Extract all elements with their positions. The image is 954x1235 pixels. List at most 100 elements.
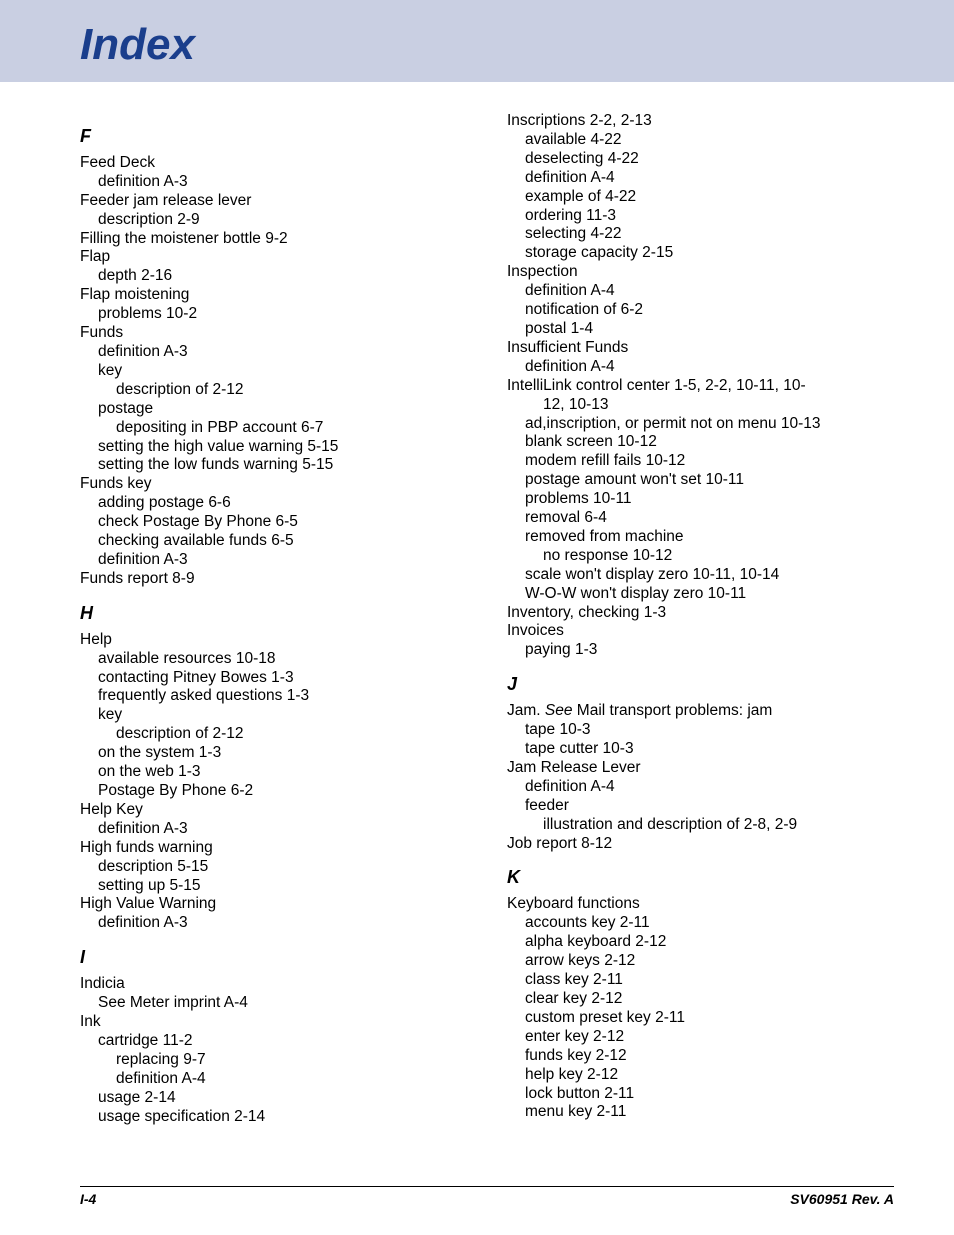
index-entry: removed from machine (525, 528, 894, 547)
index-entry: definition A-3 (98, 820, 467, 839)
index-entry: Indicia (80, 975, 467, 994)
index-entry: See Meter imprint A-4 (98, 994, 467, 1013)
index-entry: problems 10-2 (98, 305, 467, 324)
index-entry: notification of 6-2 (525, 301, 894, 320)
index-entry: key (98, 706, 467, 725)
index-entry: IntelliLink control center 1-5, 2-2, 10-… (507, 377, 894, 396)
index-entry: Jam Release Lever (507, 759, 894, 778)
index-entry: High funds warning (80, 839, 467, 858)
index-entry: adding postage 6-6 (98, 494, 467, 513)
index-entry: depositing in PBP account 6-7 (116, 419, 467, 438)
index-entry: on the web 1-3 (98, 763, 467, 782)
index-entry: definition A-4 (525, 282, 894, 301)
index-entry: example of 4-22 (525, 188, 894, 207)
index-entry: problems 10-11 (525, 490, 894, 509)
index-entry: tape 10-3 (525, 721, 894, 740)
index-entry: Invoices (507, 622, 894, 641)
index-column: Inscriptions 2-2, 2-13available 4-22dese… (507, 112, 894, 1126)
index-column: FFeed Deckdefinition A-3Feeder jam relea… (80, 112, 467, 1126)
index-entry: Inventory, checking 1-3 (507, 604, 894, 623)
index-entry: cartridge 11-2 (98, 1032, 467, 1051)
index-entry: usage 2-14 (98, 1089, 467, 1108)
index-entry: illustration and description of 2-8, 2-9 (543, 816, 894, 835)
index-entry: removal 6-4 (525, 509, 894, 528)
index-entry: class key 2-11 (525, 971, 894, 990)
section-letter: J (507, 674, 894, 696)
index-entry: alpha keyboard 2-12 (525, 933, 894, 952)
index-entry: frequently asked questions 1-3 (98, 687, 467, 706)
index-entry: setting the low funds warning 5-15 (98, 456, 467, 475)
index-entry: modem refill fails 10-12 (525, 452, 894, 471)
index-entry: usage specification 2-14 (98, 1108, 467, 1127)
index-entry: High Value Warning (80, 895, 467, 914)
index-entry: storage capacity 2-15 (525, 244, 894, 263)
index-entry: clear key 2-12 (525, 990, 894, 1009)
index-entry: description of 2-12 (116, 725, 467, 744)
index-entry: definition A-4 (525, 778, 894, 797)
index-entry: Filling the moistener bottle 9-2 (80, 230, 467, 249)
index-entry: ad,inscription, or permit not on menu 10… (525, 415, 894, 434)
index-entry: postal 1-4 (525, 320, 894, 339)
index-entry: description 2-9 (98, 211, 467, 230)
page-title: Index (0, 20, 954, 70)
index-entry: setting up 5-15 (98, 877, 467, 896)
index-entry: contacting Pitney Bowes 1-3 (98, 669, 467, 688)
index-entry: Insufficient Funds (507, 339, 894, 358)
index-entry: enter key 2-12 (525, 1028, 894, 1047)
index-entry: definition A-4 (525, 169, 894, 188)
index-entry: on the system 1-3 (98, 744, 467, 763)
index-entry: Keyboard functions (507, 895, 894, 914)
section-letter: I (80, 947, 467, 969)
index-entry: no response 10-12 (543, 547, 894, 566)
index-entry: Jam. See Mail transport problems: jam (507, 702, 894, 721)
index-entry: replacing 9-7 (116, 1051, 467, 1070)
index-entry: postage amount won't set 10-11 (525, 471, 894, 490)
index-entry: Postage By Phone 6-2 (98, 782, 467, 801)
index-entry: Feeder jam release lever (80, 192, 467, 211)
index-entry: definition A-4 (116, 1070, 467, 1089)
index-entry: W-O-W won't display zero 10-11 (525, 585, 894, 604)
index-entry: description 5-15 (98, 858, 467, 877)
index-entry: definition A-3 (98, 551, 467, 570)
index-entry: Flap moistening (80, 286, 467, 305)
index-entry: available resources 10-18 (98, 650, 467, 669)
index-entry: lock button 2-11 (525, 1085, 894, 1104)
index-entry: check Postage By Phone 6-5 (98, 513, 467, 532)
index-entry: definition A-4 (525, 358, 894, 377)
index-entry: scale won't display zero 10-11, 10-14 (525, 566, 894, 585)
index-entry: key (98, 362, 467, 381)
index-entry: definition A-3 (98, 914, 467, 933)
index-entry: Job report 8-12 (507, 835, 894, 854)
footer-doc-id: SV60951 Rev. A (790, 1191, 894, 1207)
index-entry: Flap (80, 248, 467, 267)
index-entry: selecting 4-22 (525, 225, 894, 244)
index-entry: Funds key (80, 475, 467, 494)
index-entry: Help (80, 631, 467, 650)
index-entry: tape cutter 10-3 (525, 740, 894, 759)
index-entry: funds key 2-12 (525, 1047, 894, 1066)
index-entry: postage (98, 400, 467, 419)
index-entry: Ink (80, 1013, 467, 1032)
index-entry: Help Key (80, 801, 467, 820)
index-entry: help key 2-12 (525, 1066, 894, 1085)
section-letter: F (80, 126, 467, 148)
index-entry: checking available funds 6-5 (98, 532, 467, 551)
index-entry: arrow keys 2-12 (525, 952, 894, 971)
index-entry: Funds (80, 324, 467, 343)
section-letter: K (507, 867, 894, 889)
index-entry: feeder (525, 797, 894, 816)
index-entry: accounts key 2-11 (525, 914, 894, 933)
index-entry: available 4-22 (525, 131, 894, 150)
index-entry: menu key 2-11 (525, 1103, 894, 1122)
footer-page-number: I-4 (80, 1191, 96, 1207)
index-entry: paying 1-3 (525, 641, 894, 660)
index-entry: Feed Deck (80, 154, 467, 173)
index-entry: custom preset key 2-11 (525, 1009, 894, 1028)
index-entry: Inscriptions 2-2, 2-13 (507, 112, 894, 131)
index-entry: blank screen 10-12 (525, 433, 894, 452)
index-entry: 12, 10-13 (543, 396, 894, 415)
index-entry: definition A-3 (98, 173, 467, 192)
section-letter: H (80, 603, 467, 625)
index-entry: Funds report 8-9 (80, 570, 467, 589)
index-entry: ordering 11-3 (525, 207, 894, 226)
